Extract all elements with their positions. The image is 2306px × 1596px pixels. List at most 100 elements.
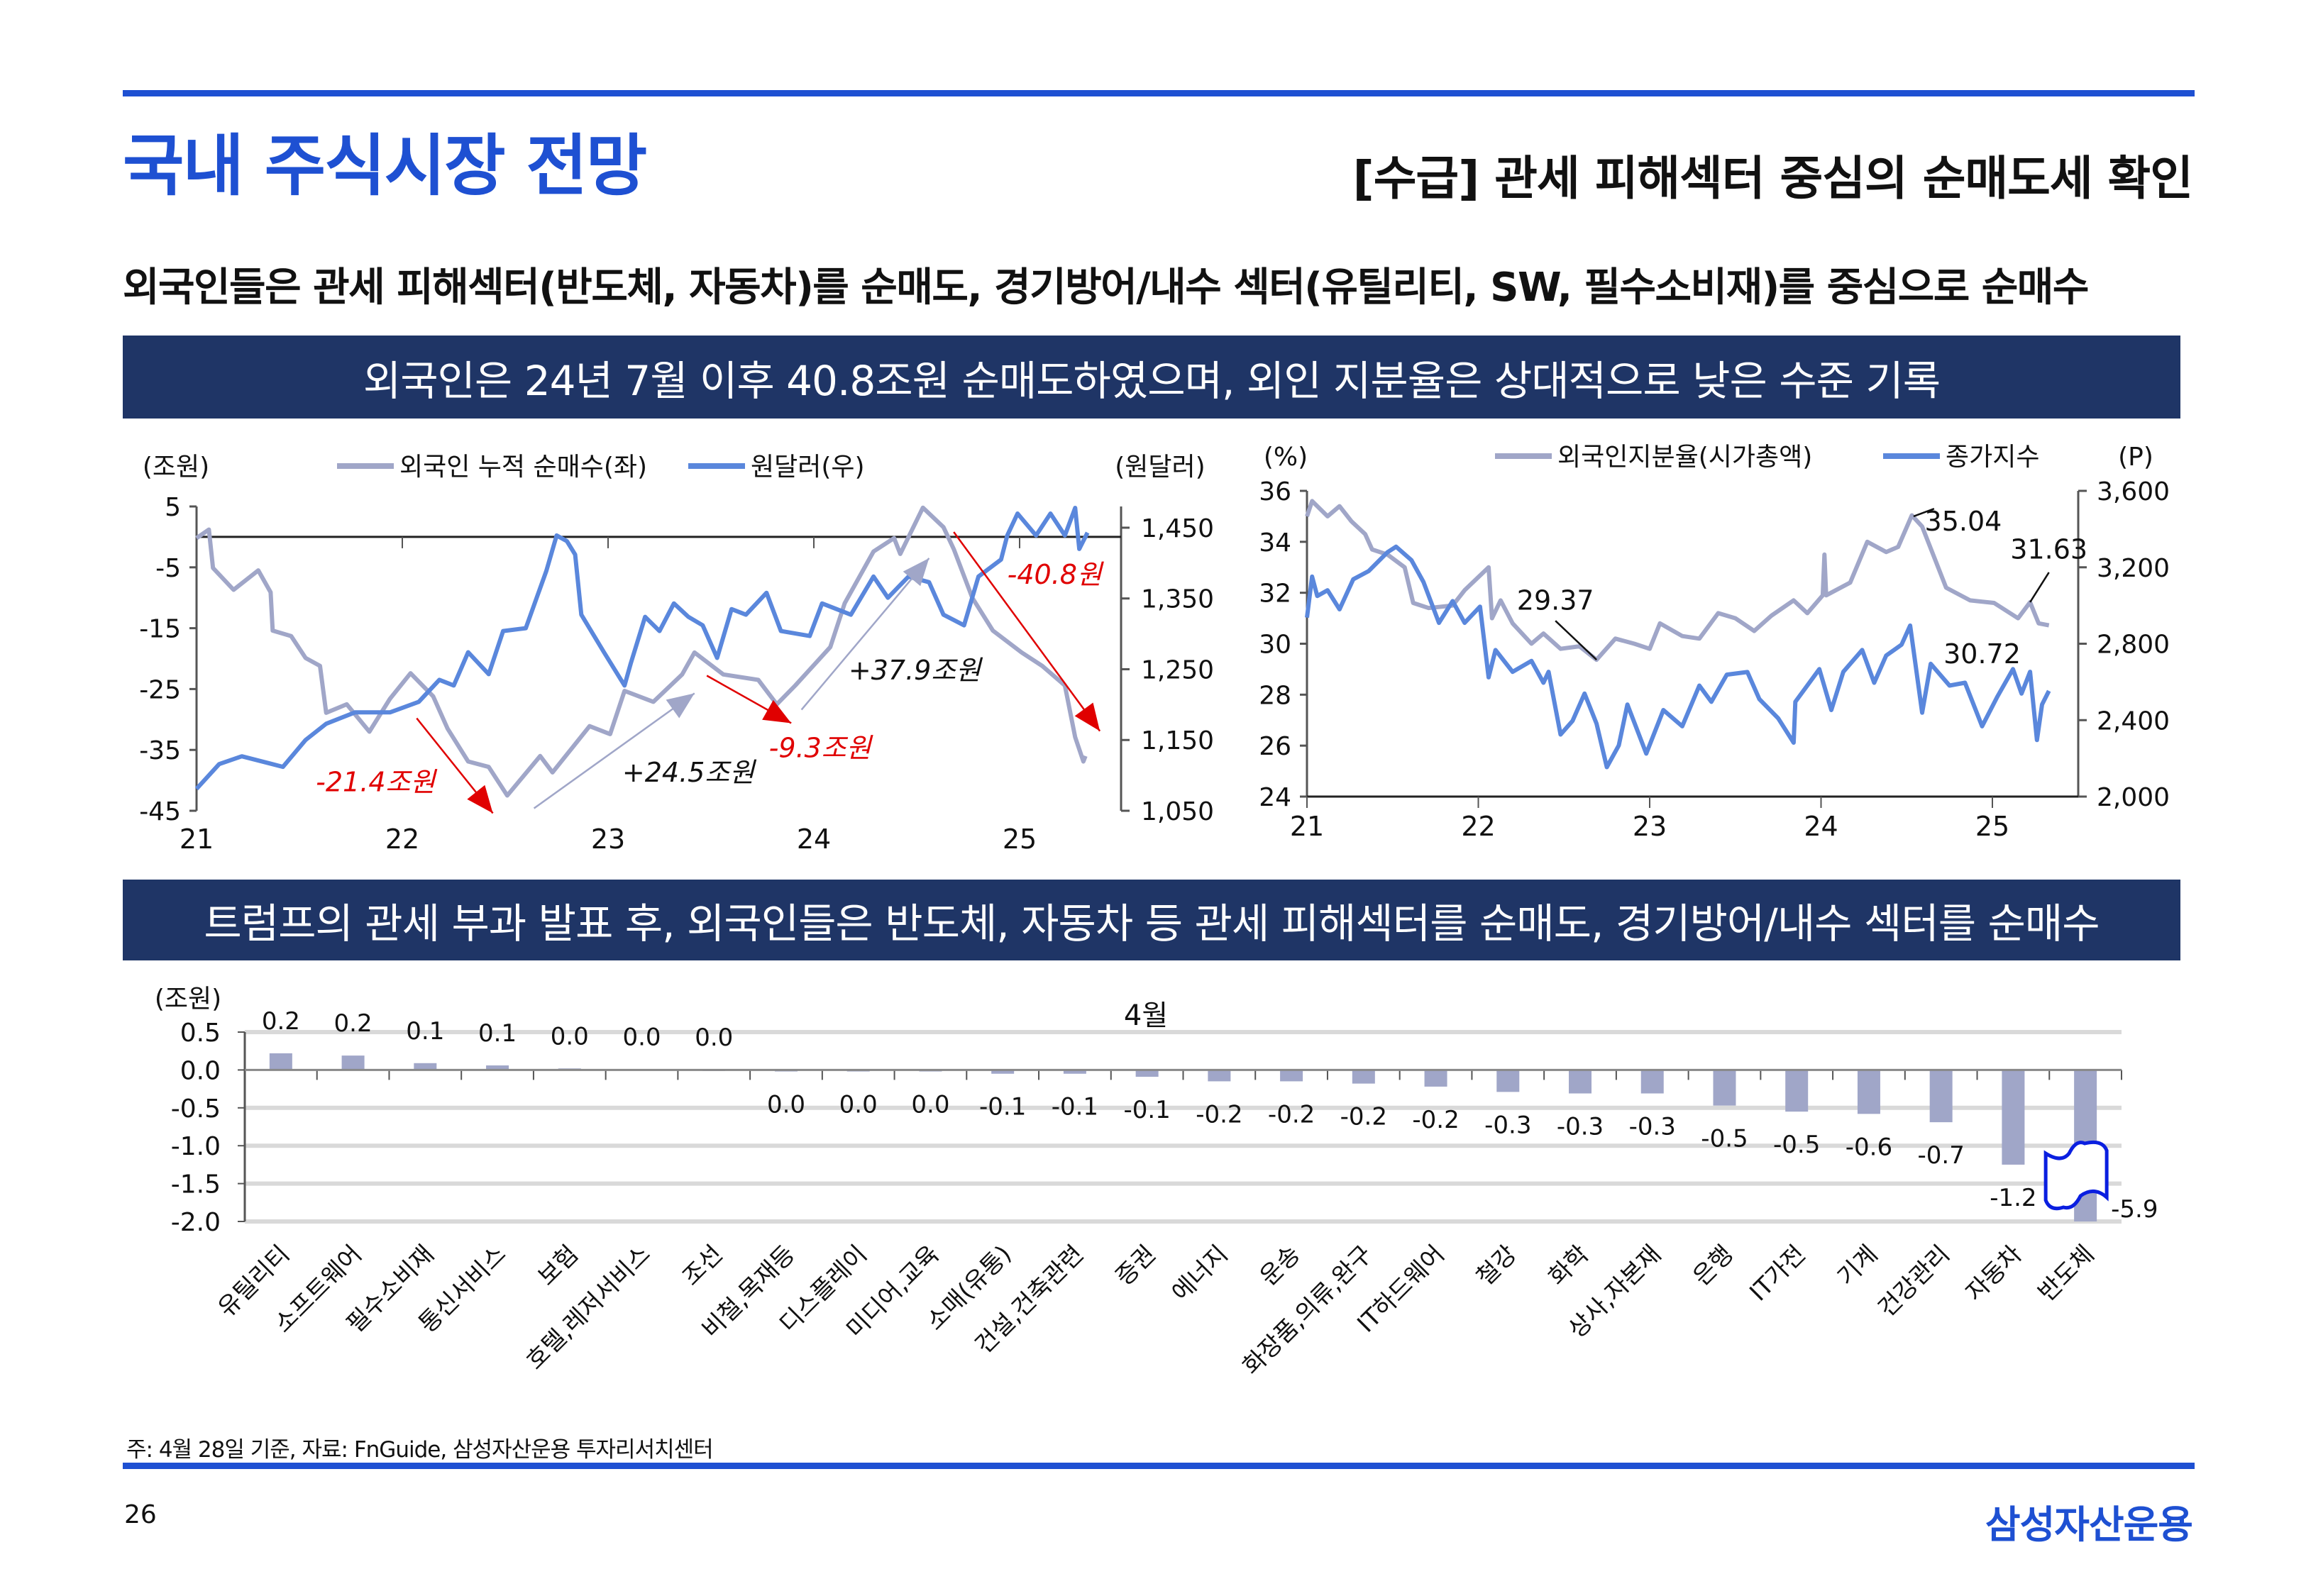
- x-tick-label: 23: [591, 824, 625, 855]
- footnote: 주: 4월 28일 기준, 자료: FnGuide, 삼성자산운용 투자리서치센…: [126, 1437, 714, 1463]
- annotation-label: 35.04: [1925, 506, 2002, 537]
- bar-value-label: 0.0: [767, 1091, 805, 1119]
- category-label: 소프트웨어: [269, 1240, 368, 1339]
- y-tick-label: -2.0: [171, 1208, 221, 1237]
- unit-label: (조원): [155, 985, 221, 1014]
- right-tick-label: 1,350: [1141, 585, 1214, 614]
- annotation-label: -9.3조원: [769, 733, 873, 764]
- x-tick-label: 21: [1290, 811, 1324, 842]
- chart-title: 4월: [1124, 999, 1168, 1032]
- bar-value-label: 0.0: [911, 1091, 949, 1119]
- annotation-label: 31.63: [2010, 534, 2087, 565]
- y-tick-label: -1.0: [171, 1132, 221, 1161]
- right-tick-label: 1,150: [1141, 726, 1214, 755]
- category-label: 조선: [677, 1240, 729, 1292]
- series-line-0: [195, 505, 1088, 798]
- category-label: 건강관리: [1872, 1240, 1955, 1323]
- bar-value-label: -0.3: [1557, 1113, 1604, 1141]
- series-line-1: [194, 506, 1090, 791]
- left-tick-label: -35: [139, 736, 181, 765]
- bar-value-label: -0.6: [1846, 1133, 1892, 1161]
- bar: [1929, 1070, 1953, 1123]
- bar: [1424, 1070, 1447, 1087]
- arrowhead-icon: [903, 558, 929, 587]
- bar: [1063, 1070, 1086, 1074]
- category-label: 보험: [533, 1240, 585, 1292]
- x-tick-label: 22: [385, 824, 419, 855]
- bar-value-label: -0.2: [1340, 1103, 1387, 1131]
- bar-value-label: 0.0: [551, 1022, 589, 1051]
- left-unit-label: (조원): [143, 453, 209, 482]
- bar: [414, 1063, 437, 1070]
- category-label: 기계: [1832, 1240, 1884, 1292]
- bar-value-label: -0.7: [1918, 1141, 1965, 1170]
- bar: [702, 1069, 726, 1071]
- annotation-label: 29.37: [1517, 584, 1594, 616]
- bar-value-label: -0.1: [979, 1093, 1026, 1121]
- annotation-label: +37.9조원: [849, 655, 983, 686]
- bar: [1280, 1070, 1303, 1082]
- annotation-label: -40.8원: [1008, 559, 1104, 590]
- right-tick-label: 1,250: [1141, 655, 1214, 685]
- bar: [1785, 1070, 1809, 1112]
- category-label: 통신서비스: [414, 1240, 512, 1339]
- bar-value-label: -0.3: [1484, 1111, 1531, 1139]
- bar: [1857, 1070, 1880, 1114]
- banner-foreign-flow: 외국인은 24년 7월 이후 40.8조원 순매도하였으며, 외인 지분율은 상…: [123, 336, 2180, 419]
- bar-value-label: -0.3: [1629, 1113, 1676, 1141]
- page-number: 26: [124, 1500, 157, 1529]
- category-label: IT하드웨어: [1352, 1240, 1450, 1339]
- left-tick-label: 36: [1259, 477, 1291, 506]
- series-line-1: [1305, 544, 2051, 770]
- category-label: 상사,자본재: [1563, 1240, 1667, 1344]
- arrowhead-icon: [762, 699, 792, 724]
- bar: [1496, 1070, 1520, 1092]
- section-subtitle: [수급] 관세 피해섹터 중심의 순매도세 확인: [1352, 151, 2193, 206]
- annotation-arrow: [800, 558, 930, 711]
- headline: 외국인들은 관세 피해섹터(반도체, 자동차)를 순매도, 경기방어/내수 섹터…: [123, 265, 2089, 311]
- left-tick-label: -45: [139, 797, 181, 826]
- annotation-leader: [1913, 507, 1935, 518]
- category-label: 비철,목재등: [697, 1240, 801, 1344]
- bar: [1640, 1070, 1664, 1094]
- legend-label-0: 외국인지분율(시가총액): [1557, 443, 1812, 472]
- left-tick-label: 5: [165, 493, 181, 522]
- bar: [558, 1068, 581, 1070]
- page-title: 국내 주식시장 전망: [123, 128, 647, 205]
- right-tick-label: 1,450: [1141, 514, 1214, 543]
- bar: [341, 1055, 365, 1070]
- x-tick-label: 22: [1461, 811, 1495, 842]
- y-tick-label: 0.0: [180, 1056, 221, 1085]
- bar-value-label: 0.2: [334, 1009, 373, 1038]
- bar-value-label: 0.0: [695, 1024, 733, 1052]
- legend-label-1: 원달러(우): [751, 453, 865, 482]
- category-label: 화장품,의류,완구: [1237, 1240, 1378, 1380]
- bar: [630, 1069, 653, 1071]
- category-label: 건설,건축관련: [970, 1240, 1090, 1360]
- x-tick-label: 25: [1003, 824, 1037, 855]
- x-tick-label: 24: [1804, 811, 1838, 842]
- right-tick-label: 2,000: [2097, 783, 2170, 812]
- x-tick-label: 21: [180, 824, 214, 855]
- category-label: 은행: [1687, 1240, 1739, 1292]
- bar: [2074, 1070, 2097, 1221]
- x-tick-label: 24: [797, 824, 831, 855]
- right-tick-label: 3,200: [2097, 554, 2170, 583]
- right-tick-label: 1,050: [1141, 797, 1214, 826]
- bar: [846, 1070, 870, 1072]
- right-tick-label: 2,400: [2097, 706, 2170, 736]
- bar: [269, 1053, 292, 1070]
- category-label: 반도체: [2033, 1240, 2100, 1307]
- right-tick-label: 2,800: [2097, 631, 2170, 660]
- annotation-arrow: [416, 717, 494, 814]
- legend-label-1: 종가지수: [1946, 443, 2039, 472]
- arrowhead-icon: [467, 785, 493, 814]
- bar-value-label: 0.0: [839, 1091, 878, 1119]
- banner-text: 트럼프의 관세 부과 발표 후, 외국인들은 반도체, 자동차 등 관세 피해섹…: [204, 899, 2100, 948]
- bar: [1208, 1070, 1231, 1082]
- bar: [2002, 1070, 2025, 1165]
- bar: [1135, 1070, 1159, 1077]
